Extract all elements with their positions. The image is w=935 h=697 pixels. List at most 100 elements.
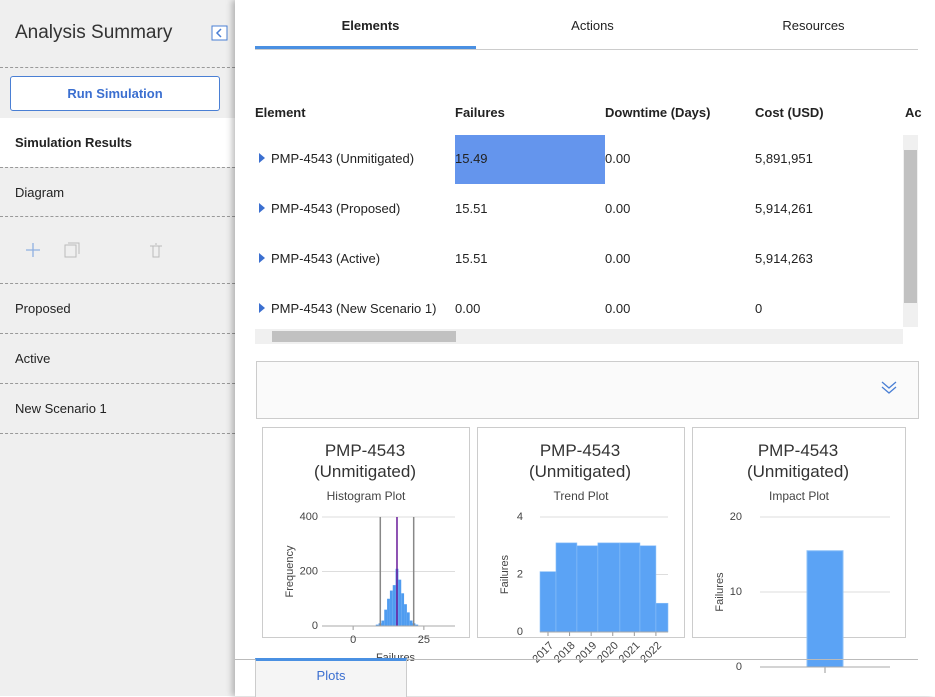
toolbar-icons: [26, 242, 162, 258]
collapse-icon[interactable]: [211, 25, 229, 42]
bar: [619, 542, 641, 633]
table-cell: PMP-4543 (Active): [271, 251, 381, 266]
tab[interactable]: Resources: [782, 18, 845, 33]
table-cell: PMP-4543 (New Scenario 1): [271, 301, 437, 316]
separator: [0, 216, 235, 217]
bar: [398, 579, 402, 626]
separator: [0, 383, 235, 384]
table-cell: 5,914,263: [755, 251, 813, 266]
bar: [381, 620, 385, 626]
expand-arrow[interactable]: [259, 303, 265, 313]
plot-title: PMP-4543 (Unmitigated): [313, 441, 417, 481]
x-tick-label: 2020: [595, 640, 621, 666]
y-tick-label: 4: [517, 511, 523, 523]
x-tick-label: 2021: [617, 640, 643, 666]
y-axis-label: Failures: [499, 554, 511, 594]
bar: [806, 550, 844, 668]
h-scrollbar[interactable]: [255, 329, 903, 344]
y-tick-label: 200: [300, 565, 318, 577]
separator: [0, 167, 235, 168]
x-tick-label: 2022: [638, 640, 664, 666]
plots-tab[interactable]: Plots: [255, 658, 407, 697]
y-tick-label: 0: [517, 626, 523, 638]
selected-item[interactable]: [0, 118, 235, 167]
separator: [0, 433, 235, 434]
collapse-chevron[interactable]: [880, 380, 898, 396]
plot-card: [477, 427, 685, 638]
y-tick-label: 400: [300, 511, 318, 523]
plot-subtitle: Trend Plot: [553, 489, 609, 503]
expand-arrow[interactable]: [259, 153, 265, 163]
y-tick-label: 10: [730, 586, 742, 598]
bar: [655, 602, 669, 633]
x-tick-label: 2018: [552, 640, 578, 666]
copy-icon[interactable]: [64, 244, 77, 258]
add-icon[interactable]: [26, 243, 40, 257]
table-cell: 5,891,951: [755, 151, 813, 166]
table-cell: 0.00: [605, 151, 631, 166]
column-header: Failures: [455, 105, 505, 120]
run-simulation-button[interactable]: Run Simulation: [10, 76, 220, 111]
table-cell: PMP-4543 (Unmitigated): [271, 151, 415, 166]
column-header: Downtime (Days): [605, 105, 711, 120]
scenario-item[interactable]: New Scenario 1: [15, 401, 107, 416]
bar: [375, 624, 379, 626]
expand-arrow[interactable]: [259, 253, 265, 263]
column-header: Cost (USD): [755, 105, 824, 120]
scenario-item[interactable]: Active: [15, 351, 51, 366]
table-cell: 0.00: [605, 301, 631, 316]
selected-cell: [455, 135, 605, 184]
table-cell: 5,914,261: [755, 201, 813, 216]
expand-arrow[interactable]: [259, 203, 265, 213]
bar: [409, 620, 413, 626]
table-cell: 15.49: [455, 151, 488, 166]
scenario-item[interactable]: Proposed: [15, 301, 71, 316]
plot-subtitle: Histogram Plot: [326, 489, 406, 503]
y-axis-label: Frequency: [284, 545, 296, 597]
separator: [0, 283, 235, 284]
simulation-results[interactable]: Simulation Results: [15, 135, 133, 150]
bar: [639, 545, 657, 633]
table-cell: PMP-4543 (Proposed): [271, 201, 401, 216]
delete-icon[interactable]: [150, 243, 162, 258]
y-tick-label: 0: [736, 661, 742, 673]
x-tick-label: 2017: [530, 640, 556, 666]
plot-card: [262, 427, 470, 638]
table-cell: 15.51: [455, 201, 488, 216]
column-header: Ac: [905, 105, 922, 120]
plot-subtitle: Impact Plot: [768, 489, 830, 503]
bar: [389, 590, 393, 626]
sidebar: Analysis Summary Run Simulation Simulati…: [0, 0, 235, 696]
separator: [0, 67, 235, 68]
y-axis-label: Failures: [714, 572, 726, 612]
bar: [392, 585, 396, 626]
bar: [415, 624, 419, 626]
plot-title: PMP-4543 (Unmitigated): [528, 441, 632, 481]
bar: [384, 609, 388, 626]
plot-panel-header: [256, 361, 919, 419]
bar: [404, 604, 407, 626]
table-cell: 0: [755, 301, 763, 316]
plot-title: PMP-4543 (Unmitigated): [746, 441, 850, 481]
bar: [555, 542, 578, 633]
diagram-item[interactable]: Diagram: [15, 185, 65, 200]
y-tick-label: 0: [312, 620, 318, 632]
tab[interactable]: Elements: [341, 18, 400, 33]
plot-card: [692, 427, 906, 638]
x-tick-label: 2019: [574, 640, 600, 666]
table-cell: 0.00: [605, 201, 631, 216]
bar: [406, 612, 410, 626]
tab[interactable]: Actions: [571, 18, 614, 33]
column-header: Element: [255, 105, 306, 120]
bar: [597, 542, 621, 633]
bar: [539, 571, 557, 633]
x-tick-label: 25: [418, 634, 430, 646]
v-scrollbar[interactable]: [903, 135, 918, 327]
y-tick-label: 2: [517, 568, 523, 580]
table-cell: 15.51: [455, 251, 488, 266]
x-tick-label: 0: [350, 634, 356, 646]
table-cell: 0.00: [605, 251, 631, 266]
table-cell: 0.00: [455, 301, 481, 316]
bottom-line: [235, 659, 918, 660]
